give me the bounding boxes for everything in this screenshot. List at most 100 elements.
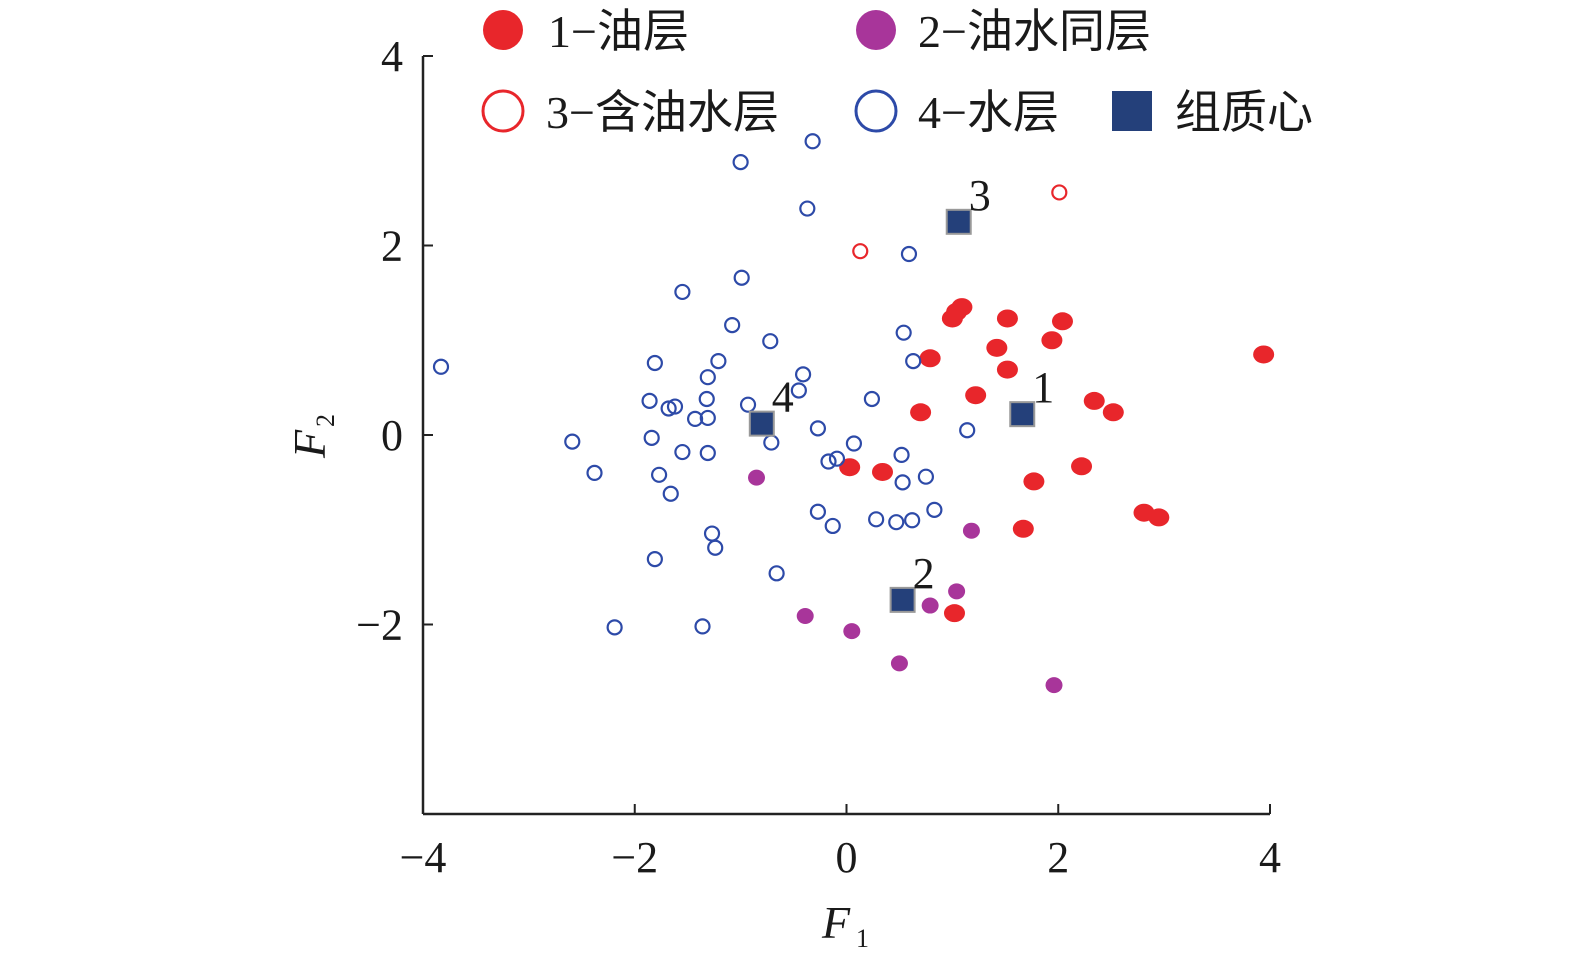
data-point [910,403,932,422]
data-point [686,410,704,427]
data-point [917,468,935,485]
legend-label: 3−含油水层 [546,87,779,138]
centroid-marker [889,586,916,613]
data-points: 1 2 3 4 [432,133,1275,694]
x-axis-label: F [821,897,851,948]
x-tick-label: 4 [1259,833,1281,882]
data-point [894,474,911,491]
data-point [732,154,749,171]
data-point [871,462,893,481]
data-point [1012,519,1034,538]
data-point [694,618,711,635]
y-tick-label: 0 [381,411,403,460]
x-tick-label: 2 [1047,833,1069,882]
data-point [1071,457,1093,476]
data-point [763,434,780,451]
data-point [804,133,821,150]
data-point [996,360,1018,379]
axes: −4 −2 0 2 4 −2 0 2 4 [356,32,1281,882]
data-point [799,200,816,217]
data-point [962,522,980,539]
x-tick-label: −2 [611,833,658,882]
data-point [790,382,807,399]
data-point [893,446,910,463]
data-point [919,349,941,368]
data-point [965,386,987,405]
legend-label: 4−水层 [918,87,1059,138]
data-point [996,309,1018,328]
data-point [724,316,741,334]
data-point [948,583,966,600]
data-point [699,444,716,462]
data-point [905,352,922,370]
centroid-label: 4 [772,373,794,422]
data-point [863,390,881,408]
data-point [651,466,668,483]
data-point [852,243,869,260]
data-point [748,469,766,486]
x-axis-label-subscript: 1 [856,924,869,953]
data-point [707,539,724,556]
data-point [904,512,921,529]
legend-label: 1−油层 [548,6,689,57]
centroid-marker [945,208,972,235]
data-point [794,366,812,383]
data-point [1148,508,1170,527]
data-point [768,565,785,582]
data-point [824,517,841,535]
data-point [564,433,581,450]
centroid-label: 2 [913,549,935,598]
data-point [888,514,905,531]
y-axis-label: F [284,429,335,459]
data-point [666,398,684,415]
data-point [926,501,943,518]
data-point [698,390,715,408]
data-point [943,604,965,623]
centroid-label: 1 [1032,363,1054,412]
data-point [646,354,663,372]
legend: 1−油层 2−油水同层 3−含油水层 4−水层 组质心 [481,6,1313,138]
data-point [1253,345,1275,364]
legend-marker [854,89,898,133]
data-point [641,392,658,409]
centroid-label: 3 [969,171,991,220]
data-point [586,464,603,481]
data-point [699,369,716,386]
data-point [1051,184,1068,201]
data-point [674,283,691,301]
data-point [895,324,912,341]
legend-label: 组质心 [1175,87,1313,138]
data-point [1083,391,1105,410]
data-point [1023,472,1045,491]
data-point [739,396,757,413]
data-point [662,485,679,502]
centroid-marker [748,410,775,437]
data-point [868,511,885,528]
data-point [796,607,814,624]
legend-marker [856,10,896,50]
data-point [921,597,939,614]
data-point [839,458,861,477]
y-tick-label: 4 [381,32,403,81]
data-point [432,358,450,375]
data-point [1041,331,1063,350]
data-point [660,400,677,417]
data-point [959,422,976,439]
legend-label: 2−油水同层 [918,6,1151,57]
data-point [703,525,721,542]
y-axis-label-subscript: 2 [311,414,340,427]
data-point [828,450,846,467]
data-point [941,309,963,328]
data-point [643,429,660,446]
data-point [733,269,750,286]
data-point [845,435,863,452]
centroid-marker [1009,401,1036,428]
data-point [710,352,727,370]
legend-marker [1112,91,1152,131]
data-point [843,623,861,640]
data-point [1045,677,1063,694]
data-point [674,443,691,461]
legend-marker [483,10,523,50]
data-point [900,245,918,263]
